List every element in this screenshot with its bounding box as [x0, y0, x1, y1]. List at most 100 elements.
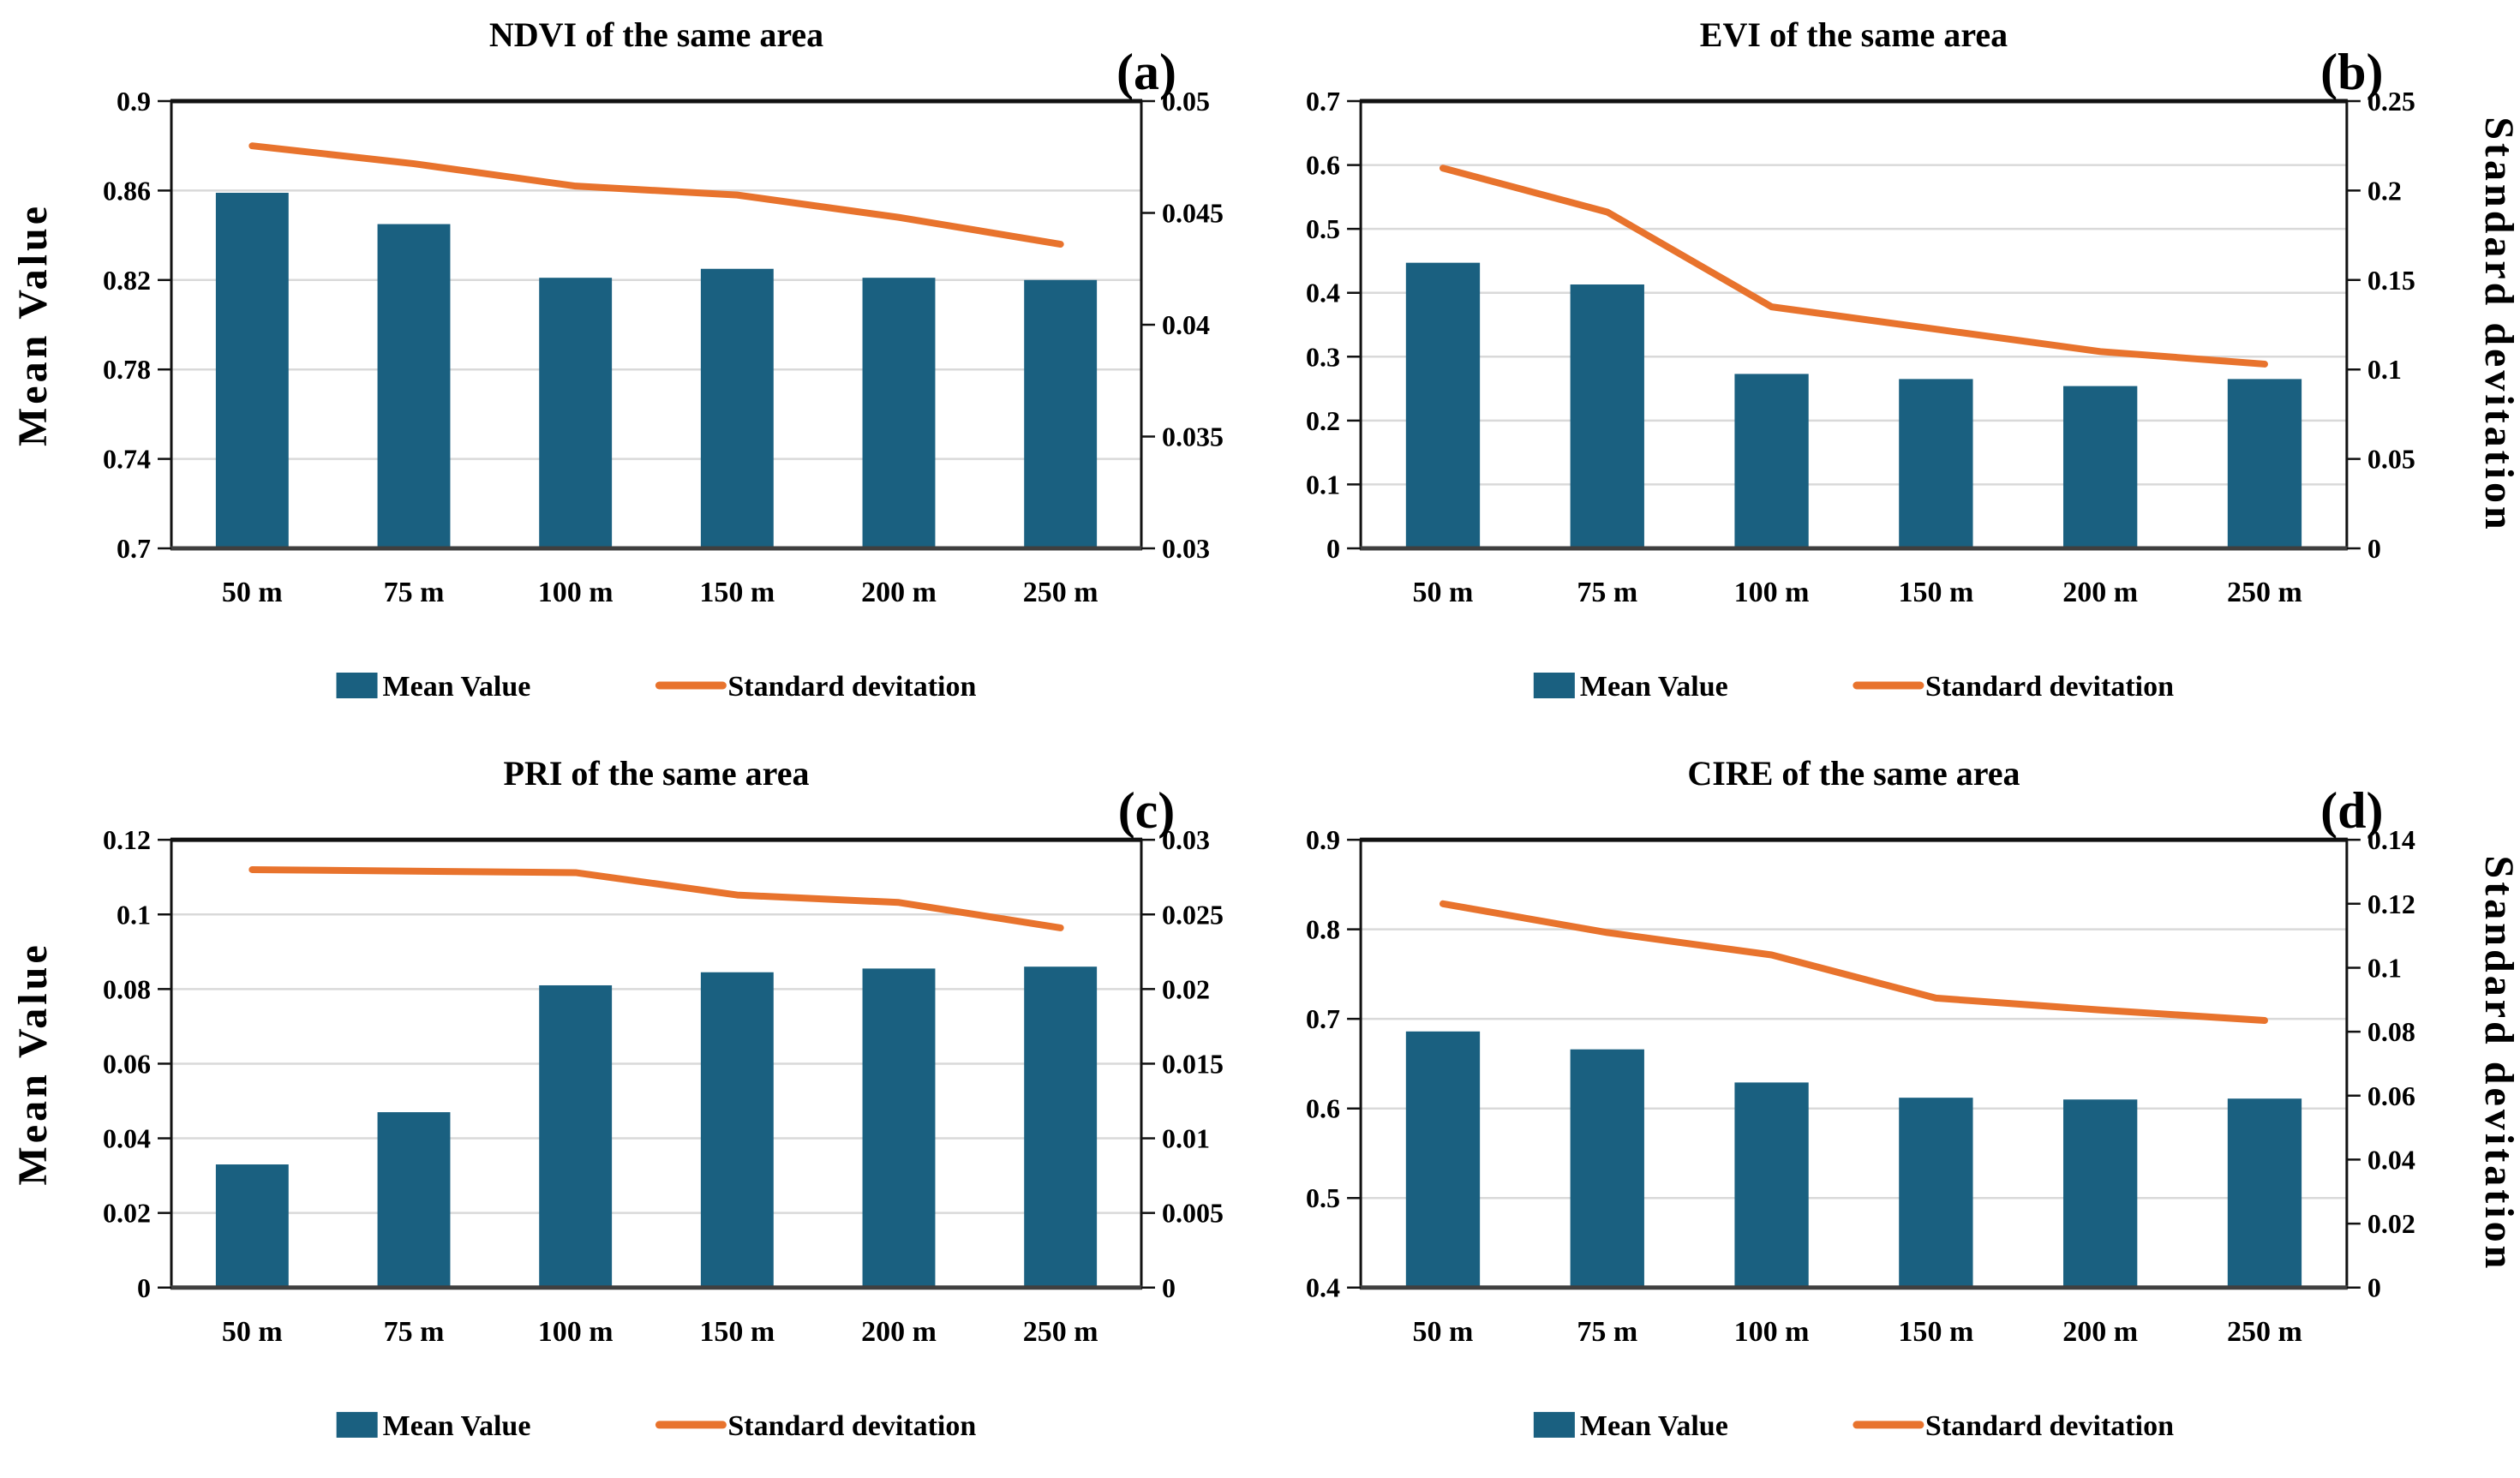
left-tick-label: 0.6	[1306, 1093, 1340, 1124]
panel-pri: 0.12 0.1 0.08 0.06 0.04 0.02 0 0.03 0.025 0.02 0.0…	[0, 739, 1260, 1478]
x-tick-label: 250 m	[1023, 1316, 1098, 1348]
right-tick-label: 0.03	[1162, 533, 1210, 564]
left-tick-label: 0.4	[1306, 1272, 1340, 1303]
right-tick-label: 0.035	[1162, 422, 1224, 452]
legend: Mean Value Standard devitation	[1533, 671, 2174, 703]
right-tick-label: 0.25	[2367, 86, 2415, 117]
x-tick-label: 250 m	[2227, 1316, 2302, 1348]
stddev-line	[248, 865, 1064, 931]
left-tick-label: 0.4	[1306, 278, 1340, 308]
x-tick-label: 100 m	[538, 1316, 614, 1348]
x-tick-label: 75 m	[1577, 1316, 1637, 1348]
left-tick-label: 0.3	[1306, 341, 1340, 372]
left-tick-label: 0	[137, 1272, 151, 1303]
left-tick-label: 0.7	[1306, 1003, 1340, 1034]
bar-250 m	[1024, 966, 1098, 1288]
bar-250 m	[2227, 379, 2302, 548]
left-tick-label: 0.74	[103, 444, 151, 475]
legend-mean-swatch	[1533, 1411, 1575, 1438]
panel-evi: 0.7 0.6 0.5 0.4 0.3 0.2 0.1 0 0.25 0.2 0.15 0.1 0.05…	[1260, 0, 2520, 739]
bar-75 m	[1570, 284, 1644, 548]
right-tick-label: 0.06	[2367, 1080, 2415, 1111]
bar-200 m	[2063, 1099, 2138, 1288]
plot-frame	[1359, 838, 2349, 1290]
left-axis-label: Mean Value	[10, 203, 56, 446]
left-tick-label: 0.9	[1306, 824, 1340, 855]
right-tick-label: 0.04	[2367, 1144, 2415, 1175]
left-tick-label: 0.04	[103, 1123, 151, 1154]
left-tick-label: 0.12	[103, 824, 151, 855]
x-tick-label: 50 m	[222, 1316, 283, 1348]
right-tick-label: 0.03	[1162, 824, 1210, 855]
x-tick-label: 200 m	[2062, 1316, 2138, 1348]
right-tick-label: 0.01	[1162, 1123, 1210, 1154]
bar-200 m	[862, 968, 936, 1288]
left-tick-label: 0.1	[1306, 469, 1340, 500]
x-tick-label: 150 m	[1898, 577, 1973, 608]
x-tick-label: 100 m	[1734, 1316, 1810, 1348]
legend-std-label: Standard devitation	[1925, 671, 2174, 703]
panel-cire: 0.9 0.8 0.7 0.6 0.5 0.4 0.14 0.12 0.1 0.08 0.06 0.0…	[1260, 739, 2520, 1478]
bar-100 m	[539, 278, 613, 548]
right-axis-label: Standard devitation	[2476, 856, 2520, 1272]
right-tick-label: 0	[1162, 1272, 1176, 1303]
left-tick-label: 0.9	[117, 86, 151, 117]
bar-75 m	[1570, 1049, 1644, 1288]
right-axis-label: Standard devitation	[2476, 117, 2520, 532]
x-tick-label: 150 m	[699, 577, 775, 608]
bar-150 m	[1899, 1098, 1973, 1288]
panel-letter: (c)	[1118, 782, 1176, 839]
ndvi-chart: 0.90.860.820.780.740.70.050.0450.040.035…	[10, 15, 1224, 703]
panel-letter: (d)	[2320, 781, 2383, 839]
right-tick-label: 0.1	[2367, 952, 2402, 983]
x-tick-label: 50 m	[1413, 577, 1474, 608]
right-tick-label: 0.08	[2367, 1016, 2415, 1047]
right-tick-label: 0.05	[2367, 444, 2415, 475]
plot-frame	[170, 99, 1143, 550]
left-tick-label: 0.08	[103, 973, 151, 1004]
left-tick-label: 0.86	[103, 175, 151, 206]
bar-200 m	[2063, 386, 2138, 548]
stddev-line	[1439, 900, 2268, 1025]
bar-50 m	[1405, 1031, 1481, 1288]
left-tick-label: 0	[1326, 533, 1340, 564]
right-tick-label: 0.14	[2367, 824, 2415, 855]
left-tick-label: 0.1	[117, 899, 151, 930]
x-tick-label: 200 m	[861, 577, 937, 608]
left-tick-label: 0.2	[1306, 405, 1340, 436]
bar-75 m	[377, 1112, 451, 1288]
legend-mean-label: Mean Value	[1580, 1410, 1728, 1442]
right-tick-label: 0	[2367, 533, 2381, 564]
bar-75 m	[377, 224, 451, 548]
panel-letter: (a)	[1116, 44, 1176, 100]
x-tick-label: 150 m	[1898, 1316, 1973, 1348]
plot-frame	[1359, 99, 2349, 550]
legend-mean-label: Mean Value	[383, 671, 531, 703]
evi-chart: 0.7 0.6 0.5 0.4 0.3 0.2 0.1 0 0.25 0.2 0.15 0.1 0.05…	[1306, 15, 2520, 703]
bar-50 m	[215, 193, 289, 548]
right-tick-label: 0.005	[1162, 1198, 1224, 1229]
x-tick-label: 150 m	[699, 1316, 775, 1348]
left-tick-label: 0.82	[103, 265, 151, 296]
right-tick-label: 0.025	[1162, 899, 1224, 930]
left-tick-label: 0.7	[1306, 86, 1340, 117]
chart-title: PRI of the same area	[504, 754, 810, 793]
right-tick-label: 0.2	[2367, 175, 2402, 206]
left-tick-label: 0.5	[1306, 1182, 1340, 1213]
stddev-line	[248, 142, 1064, 248]
legend-std-label: Standard devitation	[727, 1410, 976, 1442]
left-tick-label: 0.78	[103, 354, 151, 385]
cire-chart: 0.9 0.8 0.7 0.6 0.5 0.4 0.14 0.12 0.1 0.08 0.06 0.0…	[1306, 754, 2520, 1442]
left-tick-label: 0.02	[103, 1198, 151, 1229]
x-tick-label: 100 m	[1734, 577, 1810, 608]
bar-250 m	[2227, 1098, 2302, 1288]
left-tick-label: 0.5	[1306, 213, 1340, 244]
right-tick-label: 0.15	[2367, 265, 2415, 296]
bar-50 m	[215, 1164, 289, 1288]
panel-ndvi: 0.9 0.86 0.82 0.78 0.74 0.7 0.05 0.045 0.04 0.035…	[0, 0, 1260, 739]
bar-100 m	[1734, 374, 1809, 548]
bar-250 m	[1024, 279, 1098, 548]
right-tick-label: 0.05	[1162, 86, 1210, 117]
bar-150 m	[1899, 379, 1973, 548]
